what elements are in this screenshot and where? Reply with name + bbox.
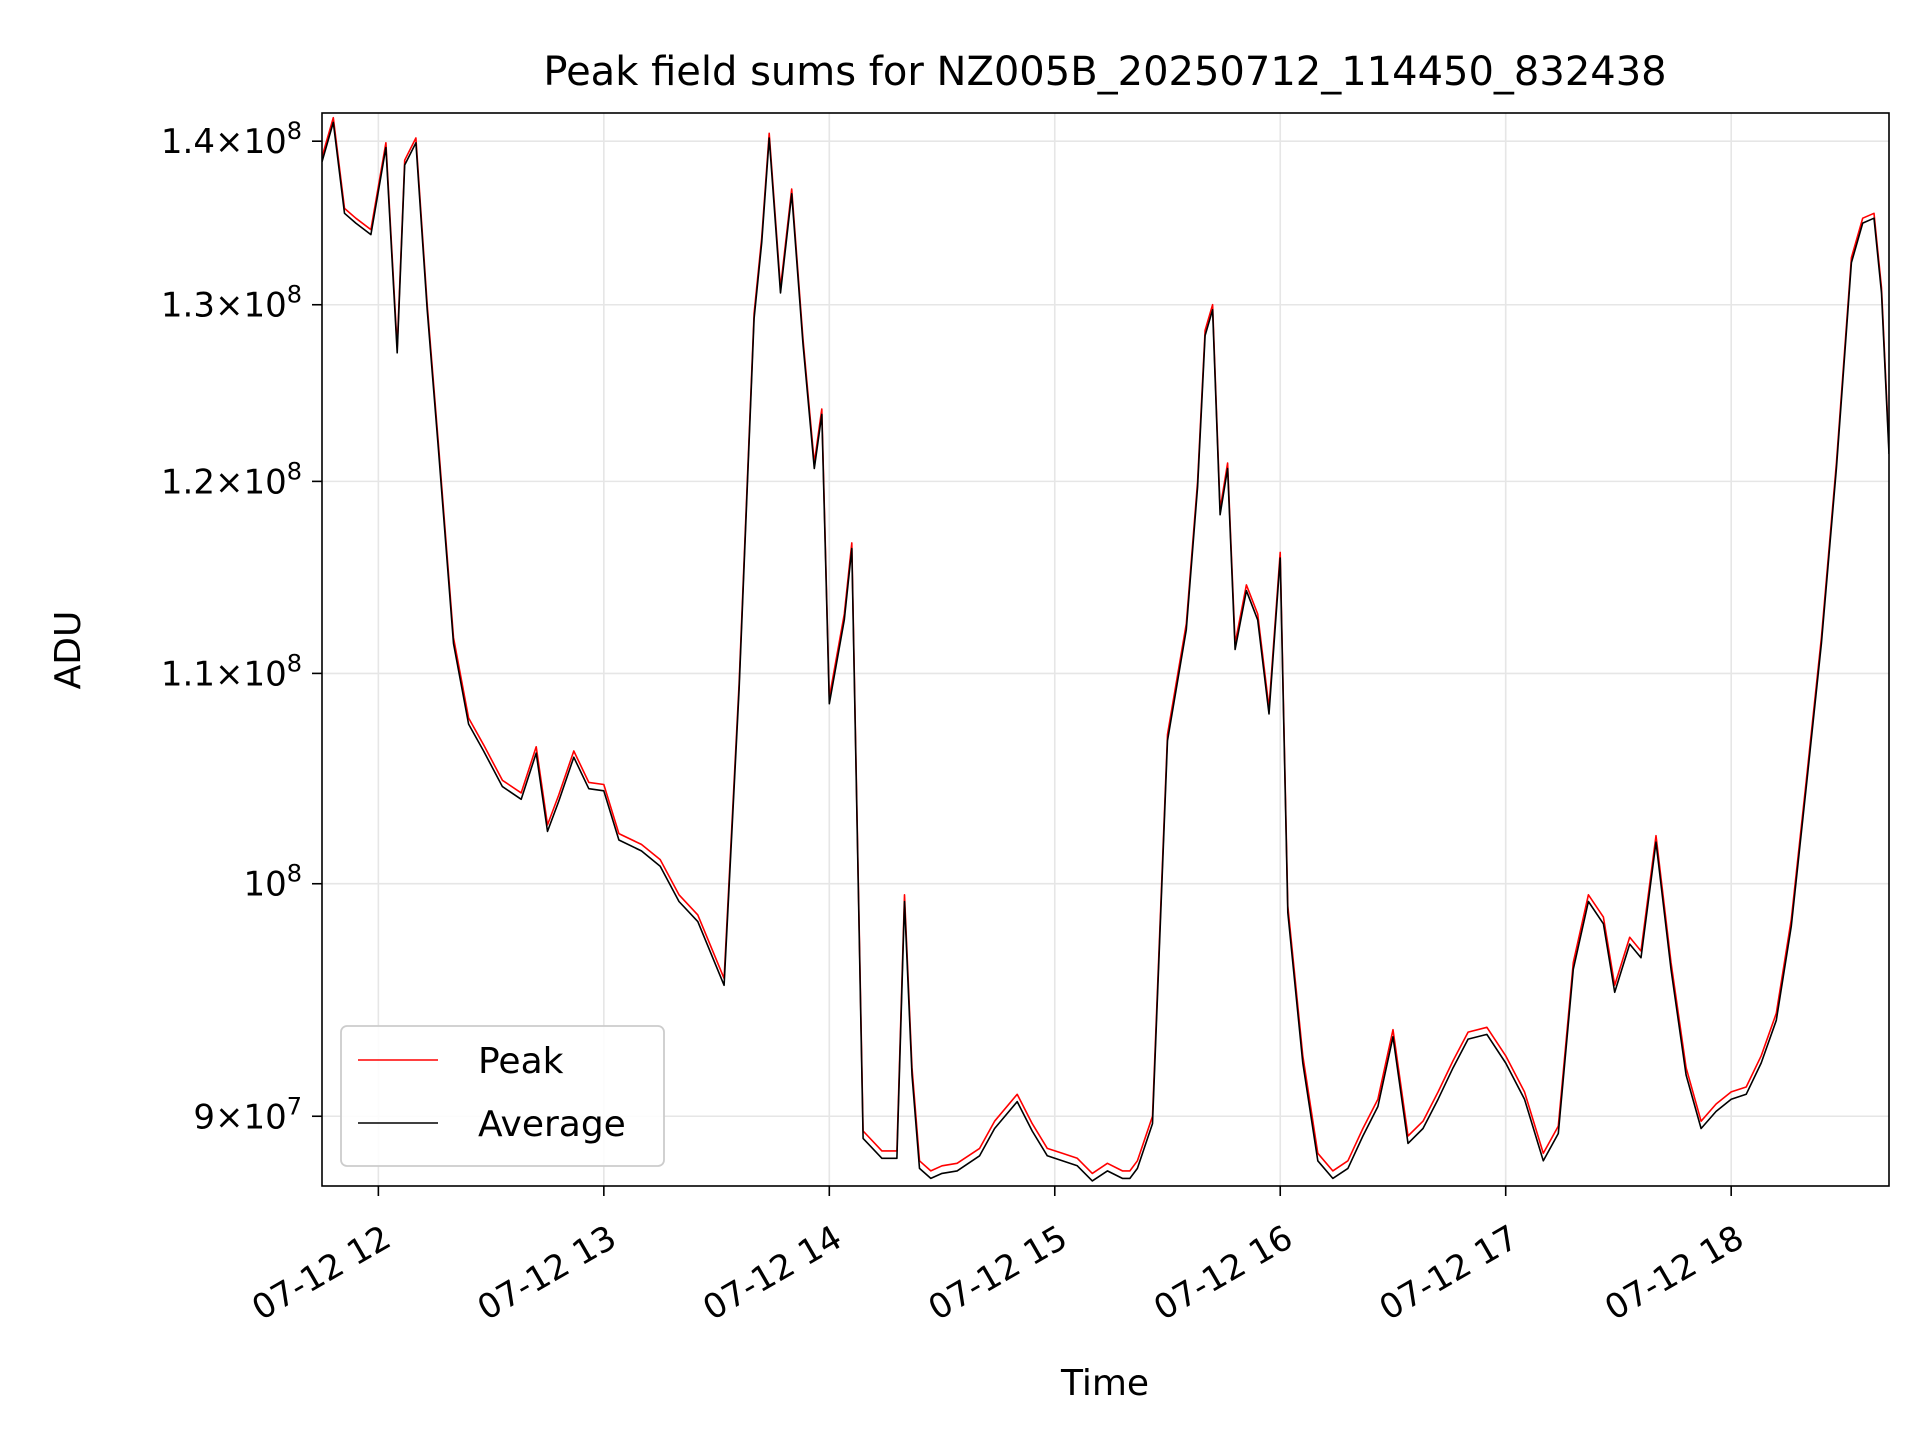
legend-box (340, 1025, 665, 1167)
y-tick-label: 1.4×108 (161, 117, 302, 162)
y-axis: 1.4×108 1.3×108 1.2×108 1.1×108 108 9×107 (161, 117, 322, 1137)
series-line-average (322, 121, 1889, 1182)
y-axis-label: ADU (48, 611, 89, 690)
chart-title: Peak field sums for NZ005B_20250712_1144… (543, 49, 1666, 95)
plot-frame (321, 112, 1890, 1187)
x-axis-label: Time (1060, 1363, 1149, 1404)
y-tick-label: 1.3×108 (161, 281, 302, 326)
y-tick-label: 9×107 (193, 1092, 302, 1137)
legend-average-label: Average (478, 1104, 626, 1145)
legend-peak-label: Peak (478, 1041, 564, 1082)
legend: Peak Average (340, 1025, 665, 1167)
y-tick-label: 1.1×108 (161, 649, 302, 694)
y-tick-label: 1.2×108 (161, 457, 302, 502)
y-tick-label: 108 (243, 860, 302, 905)
series-line-peak (322, 116, 1889, 1175)
grid (322, 113, 1889, 1186)
plot-lines (322, 116, 1889, 1182)
